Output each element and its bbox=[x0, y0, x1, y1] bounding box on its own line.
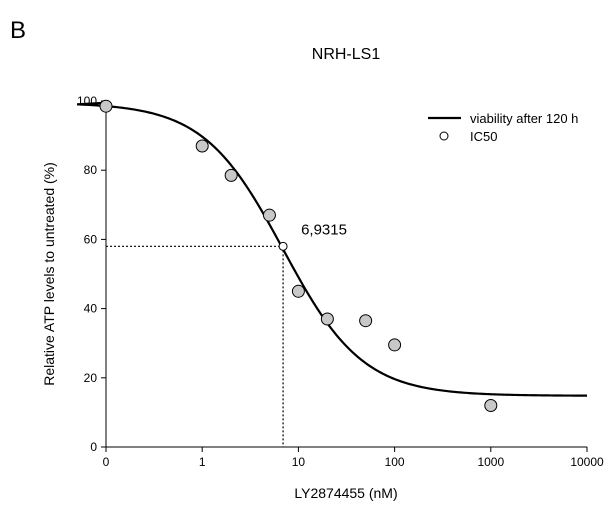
ic50-value-label: 6,9315 bbox=[301, 221, 347, 238]
fit-curve-line bbox=[76, 101, 588, 397]
data-point bbox=[484, 398, 498, 412]
ic50-marker-group: 6,9315 bbox=[278, 221, 347, 251]
y-tick-label: 60 bbox=[84, 232, 98, 246]
y-tick-label: 20 bbox=[84, 371, 98, 385]
x-tick-label: 1 bbox=[199, 455, 206, 469]
x-axis-title: LY2874455 (nM) bbox=[294, 485, 397, 501]
data-point bbox=[320, 312, 334, 326]
data-point bbox=[388, 338, 402, 352]
x-tick-label: 100 bbox=[385, 455, 405, 469]
legend: viability after 120 h IC50 bbox=[428, 111, 578, 144]
x-ticks: 0 1 10 100 1000 10000 bbox=[103, 447, 604, 469]
data-point bbox=[291, 284, 305, 298]
legend-ic50-swatch bbox=[439, 131, 449, 141]
y-tick-label: 0 bbox=[90, 440, 97, 454]
x-tick-label: 10000 bbox=[570, 455, 604, 469]
data-point bbox=[262, 208, 276, 222]
data-point bbox=[99, 99, 113, 113]
x-tick-label: 1000 bbox=[477, 455, 504, 469]
x-tick-label: 0 bbox=[103, 455, 110, 469]
y-axis-title: Relative ATP levels to untreated (%) bbox=[41, 162, 57, 386]
x-tick-label: 10 bbox=[292, 455, 306, 469]
data-points bbox=[99, 99, 498, 412]
data-point bbox=[195, 139, 209, 153]
ic50-marker bbox=[278, 241, 288, 251]
data-point bbox=[359, 314, 373, 328]
axes bbox=[105, 101, 587, 448]
y-ticks: 0 20 40 60 80 100 bbox=[77, 94, 106, 454]
y-tick-label: 100 bbox=[77, 94, 97, 108]
ic50-guides bbox=[106, 245, 284, 447]
data-point bbox=[224, 168, 238, 182]
y-tick-label: 80 bbox=[84, 163, 98, 177]
chart-title: NRH-LS1 bbox=[312, 46, 381, 63]
panel-label: B bbox=[10, 17, 26, 44]
legend-label-ic50: IC50 bbox=[470, 129, 497, 144]
y-tick-label: 40 bbox=[84, 302, 98, 316]
legend-label-curve: viability after 120 h bbox=[470, 111, 578, 126]
